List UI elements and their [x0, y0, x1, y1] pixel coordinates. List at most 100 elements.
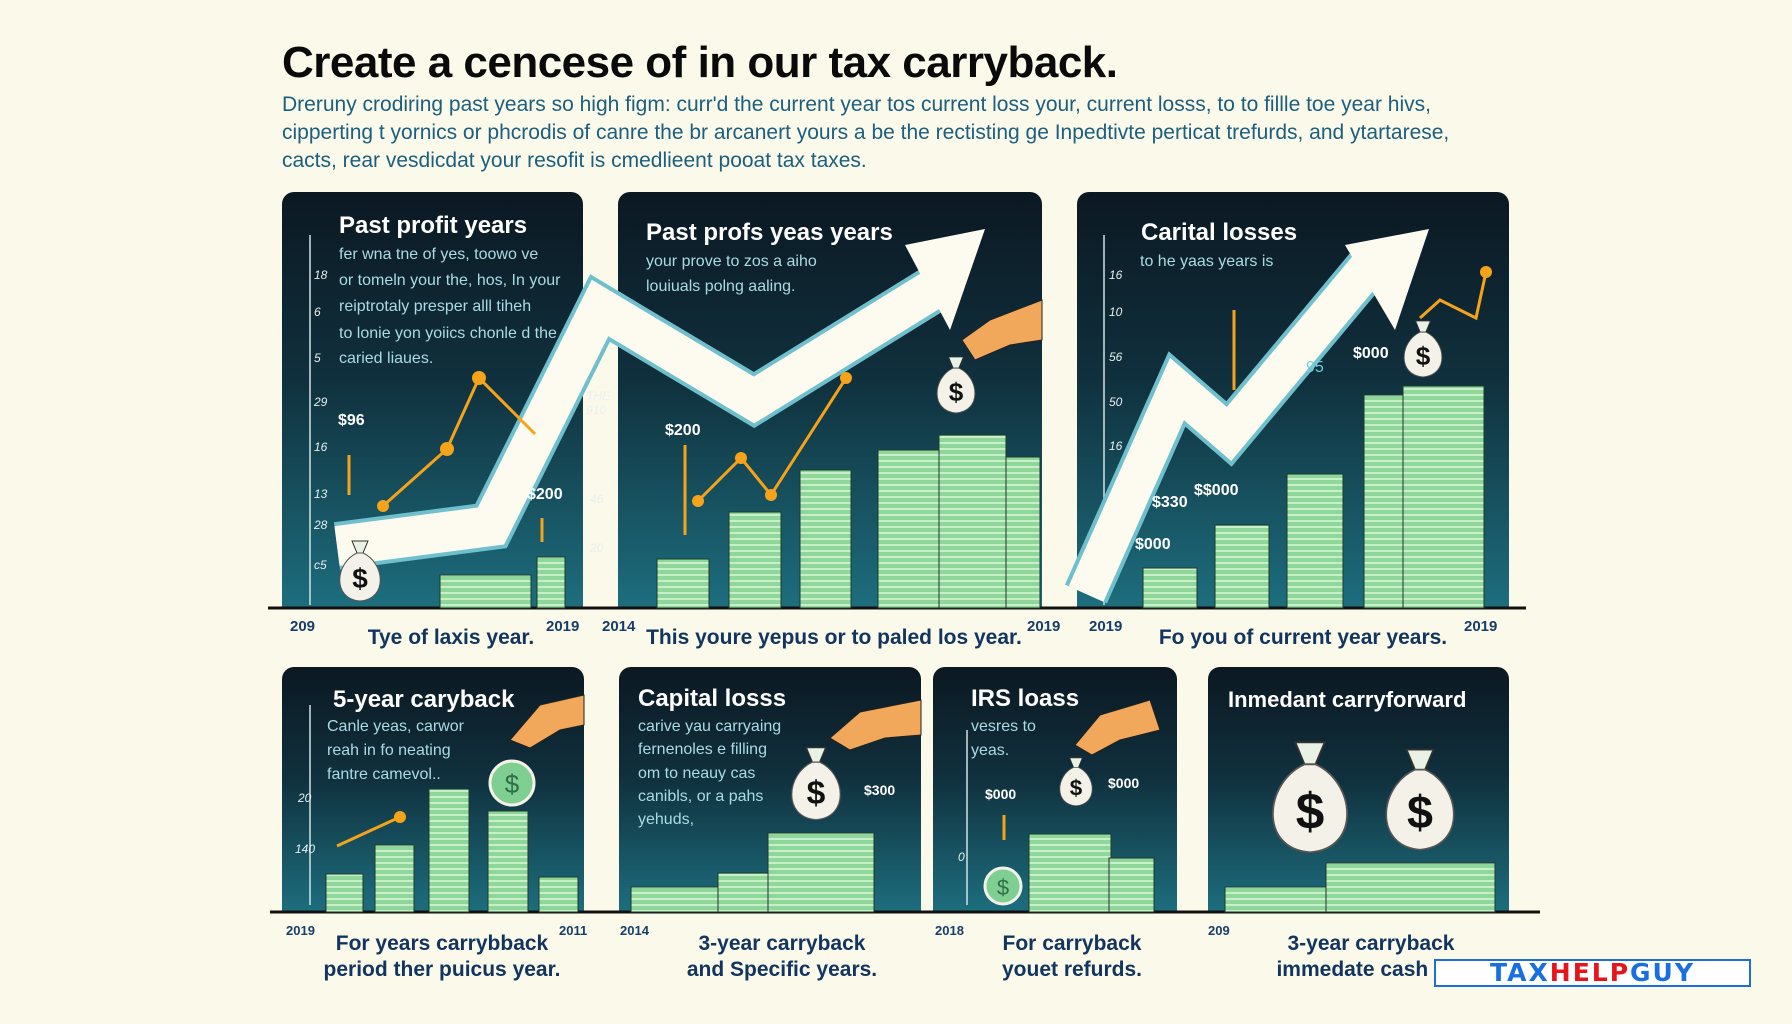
- bottom-panel-3-body-line: yeas.: [971, 742, 1010, 759]
- value-label: $000: [1353, 345, 1389, 362]
- hand-icon: [1074, 699, 1161, 756]
- intro-line-1: Dreruny crodiring past years so high fig…: [282, 93, 1431, 116]
- money-stack-bar: [325, 873, 364, 913]
- bottom-panel-1-title: 5-year caryback: [333, 686, 515, 713]
- money-stack-bar: [717, 872, 769, 913]
- money-bag-icon: [1059, 757, 1093, 807]
- coin-icon: $: [983, 866, 1023, 906]
- caption-line: and Specific years.: [686, 958, 878, 981]
- money-stack-bar: [428, 788, 470, 913]
- panel-1-body-line: to lonie yon yoiics chonle d the: [339, 325, 557, 342]
- hand-icon: [509, 694, 585, 749]
- panel-3-title: Carital losses: [1141, 219, 1298, 246]
- panel-1-body-line: reiptrotaly presper alll tiheh: [339, 298, 532, 315]
- bottom-panel-2-body-line: om to neauy cas: [638, 765, 756, 782]
- value-label: $330: [1152, 494, 1188, 511]
- bottom-panel-2-body-line: yehuds,: [638, 811, 695, 828]
- bottom-panel-2-body-line: carive yau carryaing: [638, 718, 782, 735]
- axis-tick: 16: [1109, 268, 1123, 282]
- caption-line: youet refurds.: [1001, 958, 1143, 981]
- money-stack-bar: [487, 810, 529, 913]
- trend-arrow-right: [1064, 229, 1429, 604]
- year-label: 2014: [602, 618, 636, 635]
- money-stack-bar: [799, 469, 852, 609]
- coin-icon: $: [488, 759, 536, 807]
- caption-line: immedate cash the: [1276, 958, 1466, 981]
- axis-tick: 0: [958, 850, 965, 864]
- orange-trend-line: [1418, 271, 1488, 321]
- money-stack-bar: [1108, 857, 1155, 913]
- money-stack-bar: [538, 876, 579, 913]
- money-bag-icon: [936, 356, 976, 414]
- orange-trend-line: [336, 815, 401, 848]
- axis-tick: 28: [314, 518, 328, 532]
- panel-1-caption: Tye of laxis year.: [367, 626, 535, 649]
- caption-line: 3-year carryback: [1287, 932, 1455, 955]
- money-stack-bar: [374, 844, 415, 913]
- data-point: [735, 452, 747, 464]
- bottom-panel-2-title: Capital losss: [638, 685, 787, 712]
- orange-trend-line: [696, 377, 848, 503]
- money-stack-bar: [767, 832, 875, 913]
- arrow-head: [905, 229, 985, 330]
- panel-2-body-line: your prove to zos a aiho: [646, 253, 817, 270]
- year-label: 2018: [935, 923, 964, 938]
- value-label: $$000: [1194, 482, 1239, 499]
- axis-tick: 910: [586, 403, 607, 417]
- value-label: $200: [665, 422, 701, 439]
- panel-2-title: Past profs yeas years: [646, 219, 893, 246]
- axis-tick: 29: [314, 395, 328, 409]
- data-point: [1480, 266, 1492, 278]
- year-label: 2011: [559, 923, 588, 938]
- value-label: $300: [864, 782, 896, 798]
- panel-1-body-line: fer wna tne of yes, toowo ve: [339, 246, 539, 263]
- caption-line: 3-year carryback: [698, 932, 866, 955]
- bottom-panel-2-body-line: fernenoles e filling: [638, 741, 767, 758]
- svg-text:$: $: [997, 875, 1009, 900]
- panel-3-body-line: to he yaas years is: [1140, 253, 1274, 270]
- page-title: Create a cencese of in our tax carryback…: [282, 38, 1118, 87]
- arrow-head: [1345, 229, 1429, 330]
- money-bag-icon: [790, 746, 842, 821]
- panel-2-body-line: louiuals polng aaling.: [646, 278, 796, 295]
- bottom-panel-2-caption: 3-year carryback and Specific years.: [687, 931, 877, 983]
- bottom-panel-4-title: Inmedant carryforward: [1228, 687, 1467, 712]
- money-stack-bar: [1286, 473, 1344, 609]
- money-stack-bar: [656, 558, 710, 609]
- axis-tick: 13: [314, 487, 328, 501]
- data-point: [765, 489, 777, 501]
- money-stack-bar: [1005, 456, 1041, 609]
- hand-icon: [961, 299, 1043, 361]
- year-label: 2019: [1027, 618, 1061, 635]
- money-stack-bar: [536, 556, 566, 609]
- money-stack-bar: [630, 886, 721, 913]
- axis-tick: 140: [295, 842, 316, 856]
- panel-1-body-line: caried liaues.: [339, 350, 434, 367]
- data-point: [840, 372, 852, 384]
- value-label: 95: [1306, 359, 1324, 376]
- money-stack-bar: [877, 449, 940, 609]
- panel-1-title: Past profit years: [339, 212, 528, 239]
- panel-2-caption: This youre yepus or to paled los year.: [646, 626, 1022, 649]
- axis-tick: 20: [590, 541, 604, 555]
- bottom-panel-3-title: IRS loass: [971, 685, 1080, 712]
- bottom-panel-1-caption: For years carrybback period ther puicus y…: [324, 931, 561, 983]
- year-label: 209: [290, 618, 316, 635]
- caption-line: period ther puicus year.: [323, 958, 561, 981]
- bottom-panel-3-caption: For carryback youet refurds.: [1002, 931, 1142, 983]
- watermark-logo: TAXHELPGUY: [1434, 959, 1751, 987]
- axis-tick: 16: [314, 440, 328, 454]
- year-label: 2019: [1464, 618, 1498, 635]
- watermark-part: TAX: [1490, 958, 1550, 987]
- axis-tick: 20: [298, 791, 312, 805]
- money-stack-bar: [1402, 385, 1485, 609]
- data-point: [377, 500, 389, 512]
- orange-trend-line: [382, 375, 537, 508]
- caption-line: For carryback: [1002, 932, 1142, 955]
- year-label: 209: [1208, 923, 1230, 938]
- value-label: $000: [1108, 775, 1140, 791]
- year-label: 2019: [1089, 618, 1123, 635]
- axis-tick: 6: [314, 305, 321, 319]
- axis-tick: 46: [590, 492, 604, 506]
